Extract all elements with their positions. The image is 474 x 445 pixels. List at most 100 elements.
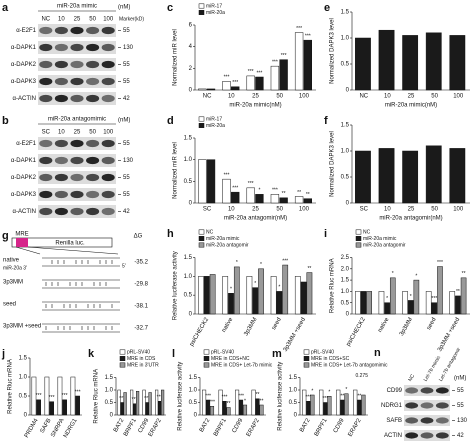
bar [70, 376, 76, 416]
blot-band [86, 173, 100, 182]
significance: *** [144, 396, 150, 402]
x-tick-label: psiCHECK2 [189, 316, 211, 347]
y-tick-label: 1.5 [105, 375, 114, 381]
y-tick-label: 0.5 [105, 400, 114, 406]
bar [425, 145, 442, 204]
bar [378, 291, 385, 315]
x-tick-label: 3p3MM [399, 317, 414, 337]
significance: *** [224, 172, 230, 178]
row-label: SAFB [386, 418, 402, 424]
marker-title: Marker(kD) [119, 16, 144, 22]
legend-swatch [119, 349, 126, 355]
significance: ** [462, 271, 466, 277]
row-label: α-ACTIN [13, 209, 36, 215]
significance: *** [36, 393, 42, 399]
bar [120, 402, 124, 416]
legend-label: miR-17 [206, 3, 222, 9]
row-label: ACTIN [384, 433, 402, 439]
legend-swatch [203, 362, 210, 368]
x-tick-label: 100 [453, 94, 464, 100]
bar [222, 276, 229, 315]
x-axis-label: miR-20a antagomir(nM) [379, 216, 442, 222]
panel-letter: n [374, 347, 381, 359]
y-tick-label: 0 [189, 201, 193, 207]
bar [336, 389, 341, 416]
bar [437, 266, 443, 315]
legend-label: pRL-SV40 [127, 349, 150, 355]
legend-swatch [198, 116, 205, 122]
blot-band [86, 43, 100, 52]
significance: * [260, 262, 262, 268]
legend-label: MRE in CDS [127, 356, 156, 362]
y-axis-label: Relative luciferase activity [173, 251, 179, 320]
y-tick-label: 0.5 [189, 400, 198, 406]
x-tick-label: 100 [299, 94, 310, 100]
dg-value: -32.7 [134, 326, 148, 332]
bar [353, 389, 358, 416]
site-name: seed [3, 302, 16, 308]
blot-band [101, 43, 115, 52]
row-label: NDRG1 [381, 403, 403, 409]
legend-swatch [198, 3, 205, 9]
bar [255, 398, 260, 416]
bar [270, 194, 280, 204]
y-axis-label: Relative luciferase activity [178, 362, 184, 431]
significance: *** [119, 396, 125, 402]
y-tick-label: 1.0 [184, 274, 193, 280]
unit-label: (nM) [454, 376, 466, 382]
legend-label: miR-20a mimic [206, 236, 240, 242]
legend-label: NC [206, 229, 214, 235]
significance: ** [307, 266, 311, 272]
blot-band [101, 190, 115, 199]
marker-label: 130 [123, 45, 134, 51]
y-tick-label: 1.5 [341, 278, 350, 284]
y-axis-label: Normalized miR level [173, 142, 179, 199]
mirna-label: miR-20a 3' [3, 265, 27, 271]
blot-band [70, 94, 84, 103]
significance: ** [456, 289, 460, 295]
y-tick-label: 1.0 [19, 375, 28, 381]
significance: ** [340, 393, 344, 399]
y-axis-label: Normalized DAPK3 level [330, 131, 336, 197]
bar [294, 276, 301, 315]
bar [255, 76, 264, 91]
y-tick-label: 2.0 [341, 266, 350, 272]
blot-band [101, 77, 115, 86]
significance: *** [272, 188, 278, 194]
y-tick-label: 1.5 [189, 375, 198, 381]
legend-swatch [198, 236, 205, 241]
construct [11, 237, 113, 248]
blot-band [70, 207, 84, 216]
legend-swatch [355, 229, 362, 235]
bar [300, 281, 307, 315]
bar [222, 81, 231, 91]
x-tick-label: BRPF1 [314, 417, 329, 437]
blot-band [86, 190, 100, 199]
panel-letter: a [2, 2, 9, 14]
bar [402, 35, 419, 91]
y-tick-label: 0 [24, 413, 28, 419]
blot-band [39, 190, 53, 199]
y-tick-label: 0.5 [289, 400, 298, 406]
y-tick-label: 1.5 [341, 123, 350, 129]
bar [294, 196, 304, 204]
row-label: α-DAPK1 [11, 45, 37, 51]
bar [133, 403, 137, 416]
significance: * [345, 387, 347, 393]
y-tick-label: 1.0 [189, 388, 198, 394]
legend-swatch [355, 242, 362, 248]
bar [44, 376, 50, 416]
blot-header: miR-20a mimic [57, 4, 97, 10]
bar [279, 197, 288, 204]
blot-band [39, 156, 53, 165]
x-tick-label: 10 [384, 207, 391, 213]
bar [148, 392, 152, 416]
bar [340, 399, 345, 416]
significance: ** [282, 191, 286, 197]
bar [344, 393, 349, 416]
legend-label: miR-20a [206, 123, 225, 129]
legend-swatch [198, 229, 205, 235]
panel-letter: c [167, 2, 173, 14]
x-tick-label: BAT2 [113, 417, 126, 433]
bar [425, 291, 432, 315]
